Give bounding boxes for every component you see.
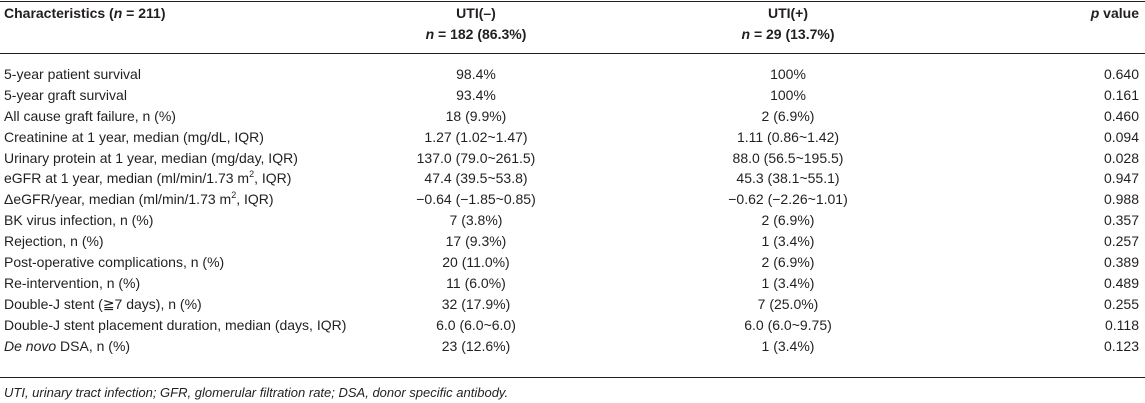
p-value: 0.255: [1103, 295, 1139, 312]
table-row: ΔeGFR/year, median (ml/min/1.73 m2, IQR)…: [0, 189, 1145, 210]
p-value: 0.161: [1103, 86, 1139, 103]
header-uti-positive: UTI(+) n = 29 (13.7%): [741, 5, 835, 42]
row-label: Post-operative complications, n (%): [4, 254, 225, 271]
uti-negative-value: 6.0 (6.0~6.0): [436, 316, 516, 333]
p-value: 0.257: [1103, 233, 1139, 250]
p-value: 0.094: [1103, 128, 1139, 145]
table-footnote: UTI, urinary tract infection; GFR, glome…: [4, 385, 509, 400]
table-header-rule: [0, 53, 1145, 54]
row-label: 5-year graft survival: [4, 86, 127, 103]
header-p-value: p value: [1090, 5, 1139, 21]
uti-negative-value: 11 (6.0%): [446, 274, 506, 291]
table-row: 5-year graft survival 93.4% 100% 0.161: [0, 85, 1145, 106]
p-value: 0.123: [1103, 337, 1139, 354]
uti-positive-value: −0.62 (−2.26~1.01): [728, 191, 848, 208]
table-row: eGFR at 1 year, median (ml/min/1.73 m2, …: [0, 168, 1145, 189]
p-value: 0.460: [1103, 107, 1139, 124]
uti-positive-value: 7 (25.0%): [757, 295, 819, 312]
p-value: 0.028: [1103, 149, 1139, 166]
row-label: Re-intervention, n (%): [4, 274, 141, 291]
header-uti-negative: UTI(–) n = 182 (86.3%): [425, 5, 527, 42]
table-row: Creatinine at 1 year, median (mg/dL, IQR…: [0, 127, 1145, 148]
table-row: Double-J stent (≧7 days), n (%) 32 (17.9…: [0, 294, 1145, 315]
p-value: 0.489: [1103, 274, 1139, 291]
uti-negative-value: 7 (3.8%): [449, 212, 503, 229]
table-bottom-rule: [0, 377, 1145, 378]
p-value: 0.640: [1103, 66, 1139, 82]
row-label: All cause graft failure, n (%): [4, 107, 176, 124]
row-label: Rejection, n (%): [4, 233, 104, 250]
uti-positive-value: 1 (3.4%): [761, 233, 815, 250]
uti-negative-value: 17 (9.3%): [445, 233, 507, 250]
p-value: 0.118: [1105, 316, 1139, 333]
uti-negative-value: 47.4 (39.5~53.8): [424, 170, 528, 187]
p-value: 0.947: [1103, 170, 1139, 187]
uti-negative-value: 137.0 (79.0~261.5): [416, 149, 536, 166]
table-row: Urinary protein at 1 year, median (mg/da…: [0, 148, 1145, 169]
uti-negative-value: 32 (17.9%): [441, 295, 511, 312]
table-row: 5-year patient survival 98.4% 100% 0.640: [0, 64, 1145, 85]
row-label: BK virus infection, n (%): [4, 212, 154, 229]
uti-positive-value: 2 (6.9%): [761, 107, 815, 124]
table-row: All cause graft failure, n (%) 18 (9.9%)…: [0, 106, 1145, 127]
table-row: Double-J stent placement duration, media…: [0, 315, 1145, 336]
uti-positive-value: 6.0 (6.0~9.75): [744, 316, 832, 333]
row-label: eGFR at 1 year, median (ml/min/1.73 m2, …: [4, 168, 292, 187]
uti-negative-value: 18 (9.9%): [445, 107, 507, 124]
uti-negative-value: 23 (12.6%): [441, 337, 511, 354]
table-row: Post-operative complications, n (%) 20 (…: [0, 252, 1145, 273]
uti-positive-value: 2 (6.9%): [761, 212, 815, 229]
uti-negative-value: 1.27 (1.02~1.47): [424, 128, 528, 145]
uti-positive-value: 1.11 (0.86~1.42): [736, 128, 840, 145]
row-label: Urinary protein at 1 year, median (mg/da…: [4, 149, 298, 166]
uti-positive-value: 1 (3.4%): [761, 337, 815, 354]
row-label: De novo DSA, n (%): [4, 337, 131, 354]
uti-negative-value: 98.4%: [456, 66, 496, 82]
table-row: Re-intervention, n (%) 11 (6.0%) 1 (3.4%…: [0, 273, 1145, 294]
uti-positive-value: 100%: [770, 86, 806, 103]
row-label: Double-J stent (≧7 days), n (%): [4, 295, 202, 312]
header-characteristics: Characteristics (n = 211): [4, 5, 166, 21]
table-body: 5-year patient survival 98.4% 100% 0.640…: [0, 64, 1145, 356]
table-row: De novo DSA, n (%) 23 (12.6%) 1 (3.4%) 0…: [0, 336, 1145, 357]
table-top-rule: [0, 1, 1145, 2]
uti-negative-value: 93.4%: [456, 86, 496, 103]
table-row: Rejection, n (%) 17 (9.3%) 1 (3.4%) 0.25…: [0, 231, 1145, 252]
uti-positive-value: 88.0 (56.5~195.5): [732, 149, 844, 166]
row-label: Creatinine at 1 year, median (mg/dL, IQR…: [4, 128, 264, 145]
p-value: 0.389: [1103, 254, 1139, 271]
table-row: BK virus infection, n (%) 7 (3.8%) 2 (6.…: [0, 210, 1145, 231]
uti-negative-value: 20 (11.0%): [442, 254, 510, 271]
row-label: ΔeGFR/year, median (ml/min/1.73 m2, IQR): [4, 189, 274, 208]
uti-negative-value: −0.64 (−1.85~0.85): [416, 191, 536, 208]
p-value: 0.357: [1103, 212, 1139, 229]
row-label: 5-year patient survival: [4, 66, 141, 82]
uti-positive-value: 100%: [770, 66, 806, 82]
row-label: Double-J stent placement duration, media…: [4, 316, 347, 333]
uti-positive-value: 1 (3.4%): [761, 274, 815, 291]
uti-positive-value: 45.3 (38.1~55.1): [736, 170, 840, 187]
p-value: 0.988: [1103, 191, 1139, 208]
uti-positive-value: 2 (6.9%): [761, 254, 815, 271]
